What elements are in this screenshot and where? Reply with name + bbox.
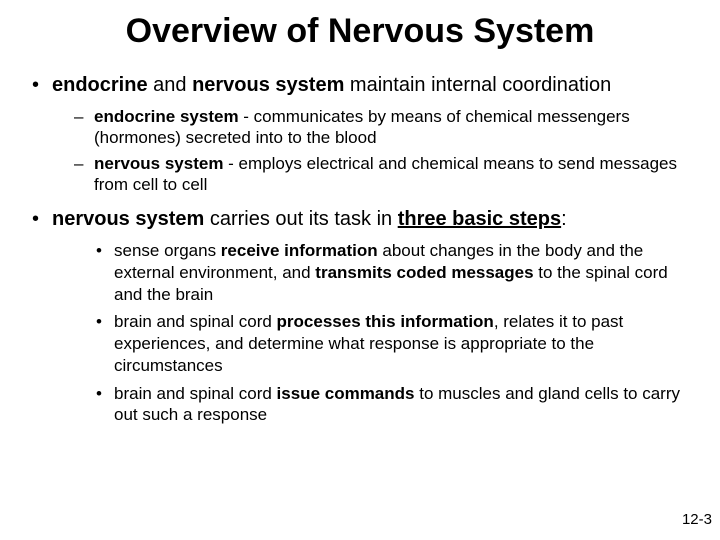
b2s1-t1: sense organs — [114, 241, 221, 260]
bullet-2-sublist: sense organs receive information about c… — [52, 240, 692, 426]
bullet-1-bold-1: endocrine — [52, 74, 148, 96]
bullet-1-sublist: endocrine system - communicates by means… — [52, 106, 692, 195]
bullet-2-mid: carries out its task in — [204, 208, 397, 230]
page-number: 12-3 — [682, 511, 712, 528]
bullet-2-sub-2: brain and spinal cord processes this inf… — [96, 311, 692, 376]
bullet-2-underline-bold: three basic steps — [398, 208, 561, 230]
bullet-2-post: : — [561, 208, 567, 230]
bullet-2: nervous system carries out its task in t… — [28, 207, 692, 426]
b2s2-b1: processes this information — [277, 312, 494, 331]
bullet-1-bold-2: nervous system — [192, 74, 344, 96]
b2s1-b2: information — [284, 241, 378, 260]
slide-container: Overview of Nervous System endocrine and… — [0, 0, 720, 540]
bullet-list-level1: endocrine and nervous system maintain in… — [28, 73, 692, 426]
bullet-2-bold: nervous system — [52, 208, 204, 230]
bullet-2-sub-1: sense organs receive information about c… — [96, 240, 692, 305]
b2s3-t1: brain and spinal cord — [114, 384, 277, 403]
b2s2-t1: brain and spinal cord — [114, 312, 277, 331]
bullet-2-sub-3: brain and spinal cord issue commands to … — [96, 383, 692, 427]
bullet-1-text-1: and — [148, 74, 192, 96]
bullet-1: endocrine and nervous system maintain in… — [28, 73, 692, 195]
slide-title: Overview of Nervous System — [38, 12, 682, 51]
bullet-1-text-2: maintain internal coordination — [344, 74, 611, 96]
b2s1-b1: receive — [221, 241, 280, 260]
b2s3-b1: issue commands — [277, 384, 415, 403]
bullet-1-sub-1-bold: endocrine system — [94, 107, 239, 126]
bullet-1-sub-2-bold: nervous system — [94, 154, 223, 173]
bullet-1-sub-1: endocrine system - communicates by means… — [74, 106, 692, 149]
bullet-1-sub-2: nervous system - employs electrical and … — [74, 153, 692, 196]
b2s1-b3: transmits coded messages — [315, 263, 533, 282]
